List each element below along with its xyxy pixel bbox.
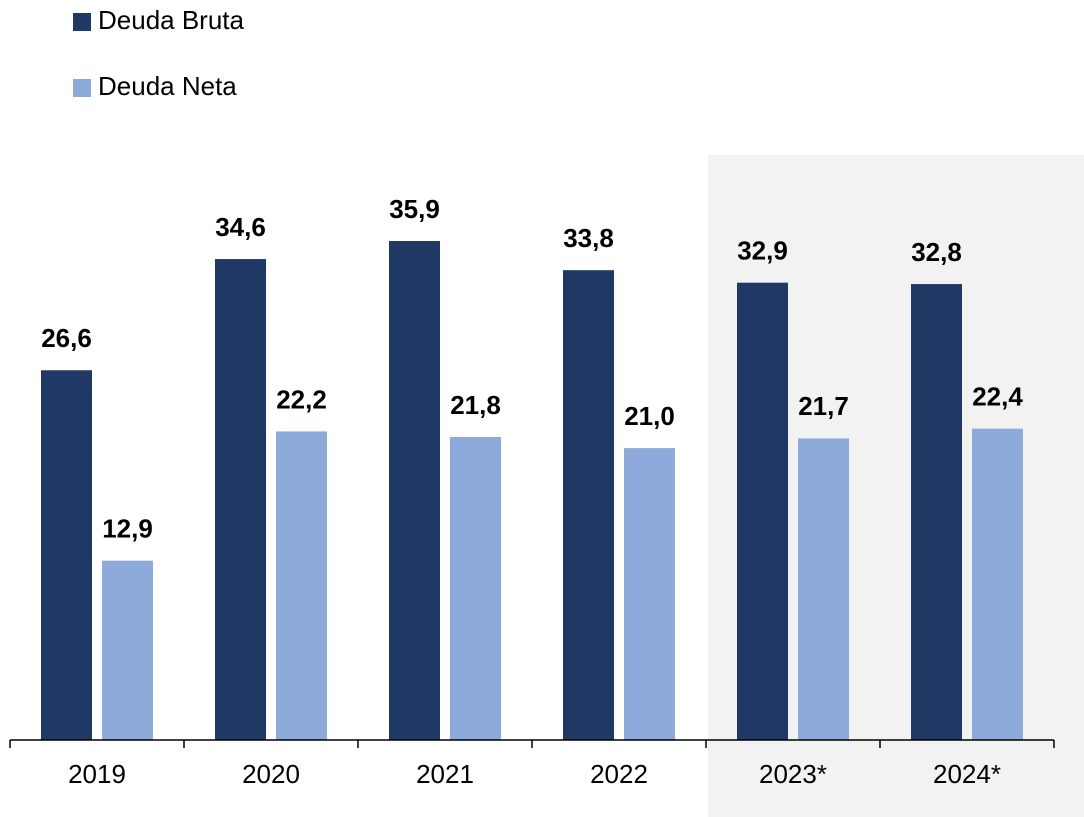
value-label: 12,9 <box>102 514 153 544</box>
x-tick-label: 2024* <box>933 759 1001 789</box>
bar <box>215 259 266 740</box>
x-tick-label: 2023* <box>759 759 827 789</box>
value-label: 21,7 <box>798 391 849 421</box>
legend-label: Deuda Bruta <box>98 5 245 35</box>
value-label: 34,6 <box>215 212 266 242</box>
bar <box>624 448 675 740</box>
bar <box>563 270 614 740</box>
x-tick-label: 2019 <box>68 759 126 789</box>
value-label: 33,8 <box>563 223 614 253</box>
x-tick-label: 2020 <box>242 759 300 789</box>
x-tick-label: 2021 <box>416 759 474 789</box>
bar <box>911 284 962 740</box>
value-label: 22,2 <box>276 384 327 414</box>
value-label: 26,6 <box>41 323 92 353</box>
bar <box>389 240 440 741</box>
legend-swatch <box>73 13 91 31</box>
bar <box>276 431 327 740</box>
value-label: 32,8 <box>911 237 962 267</box>
x-tick-label: 2022 <box>590 759 648 789</box>
value-label: 22,4 <box>972 382 1023 412</box>
value-label: 35,9 <box>389 194 440 224</box>
value-label: 21,0 <box>624 401 675 431</box>
bar <box>41 370 92 740</box>
value-label: 32,9 <box>737 236 788 266</box>
bar <box>102 560 153 740</box>
value-label: 21,8 <box>450 390 501 420</box>
bar <box>798 438 849 740</box>
bar <box>972 428 1023 740</box>
legend-label: Deuda Neta <box>98 71 237 101</box>
bar <box>450 436 501 740</box>
bar <box>737 282 788 740</box>
legend-swatch <box>73 79 91 97</box>
